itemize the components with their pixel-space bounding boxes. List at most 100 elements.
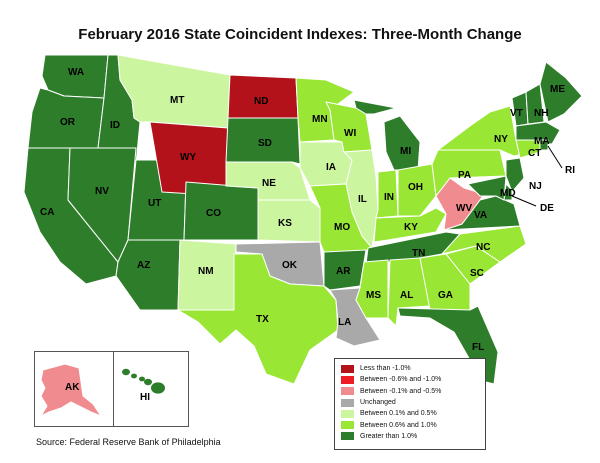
- state-MT: [117, 54, 231, 129]
- legend-swatch: [341, 421, 354, 430]
- label-CT: CT: [528, 148, 541, 159]
- state-CO: [183, 181, 261, 241]
- label-OH: OH: [408, 182, 423, 193]
- label-NM: NM: [198, 266, 214, 277]
- label-NV: NV: [95, 186, 109, 197]
- label-MN: MN: [312, 114, 328, 125]
- map-title: February 2016 State Coincident Indexes: …: [78, 26, 522, 43]
- legend-swatch: [341, 364, 354, 373]
- legend-item: Less than -1.0%: [341, 363, 479, 374]
- state-OH: [397, 163, 437, 217]
- state-AK: [39, 363, 103, 418]
- state-CT: [515, 139, 541, 159]
- state-GA: [419, 253, 471, 311]
- label-SC: SC: [470, 268, 484, 279]
- legend-label: Between -0.1% and -0.5%: [360, 387, 442, 395]
- label-NH: NH: [534, 108, 548, 119]
- label-IN: IN: [384, 192, 394, 203]
- label-GA: GA: [438, 290, 453, 301]
- label-MS: MS: [366, 290, 381, 301]
- legend-label: Greater than 1.0%: [360, 432, 418, 440]
- alaska-inset: AK: [34, 351, 114, 427]
- label-NE: NE: [262, 178, 276, 189]
- label-OK: OK: [282, 260, 298, 271]
- label-MD: MD: [500, 188, 516, 199]
- label-MT: MT: [170, 95, 184, 106]
- state-HI: [144, 378, 152, 386]
- label-DE: DE: [540, 203, 554, 214]
- label-ID: ID: [110, 120, 120, 131]
- label-VT: VT: [510, 108, 523, 119]
- state-IL: [343, 149, 379, 249]
- state-MD: [467, 175, 507, 201]
- label-CO: CO: [206, 208, 221, 219]
- label-NC: NC: [476, 242, 490, 253]
- label-AK: AK: [65, 382, 80, 393]
- leader-line: [511, 195, 537, 207]
- label-WA: WA: [68, 67, 84, 78]
- legend-swatch: [341, 409, 354, 418]
- state-WV: [435, 177, 485, 231]
- legend-item: Between -0.6% and -1.0%: [341, 374, 479, 385]
- state-SD: [225, 117, 301, 165]
- state-MS: [355, 259, 389, 319]
- label-HI: HI: [140, 392, 150, 403]
- legend-swatch: [341, 432, 354, 441]
- label-KS: KS: [278, 218, 292, 229]
- label-CA: CA: [40, 207, 54, 218]
- label-SD: SD: [258, 138, 272, 149]
- legend-swatch: [341, 375, 354, 384]
- source-note: Source: Federal Reserve Bank of Philadel…: [36, 437, 221, 447]
- label-TX: TX: [256, 314, 269, 325]
- legend-label: Unchanged: [360, 399, 396, 407]
- label-NY: NY: [494, 134, 508, 145]
- label-WV: WV: [456, 203, 472, 214]
- legend-item: Between 0.6% and 1.0%: [341, 419, 479, 430]
- state-NC: [441, 225, 527, 263]
- label-IA: IA: [326, 162, 336, 173]
- legend-swatch: [341, 387, 354, 396]
- state-HI: [122, 368, 130, 376]
- label-FL: FL: [472, 342, 484, 353]
- label-ND: ND: [254, 96, 268, 107]
- label-MA: MA: [534, 136, 550, 147]
- label-AR: AR: [336, 266, 351, 277]
- label-NJ: NJ: [529, 181, 542, 192]
- legend-item: Unchanged: [341, 397, 479, 408]
- legend-item: Between 0.1% and 0.5%: [341, 408, 479, 419]
- hawaii-inset-svg: HI: [122, 368, 165, 403]
- hawaii-inset: HI: [113, 351, 189, 427]
- label-TN: TN: [412, 248, 425, 259]
- legend-label: Between -0.6% and -1.0%: [360, 376, 442, 384]
- state-ME: [539, 61, 583, 123]
- state-HI: [131, 373, 137, 379]
- legend-swatch: [341, 398, 354, 407]
- label-WY: WY: [180, 152, 196, 163]
- label-WI: WI: [344, 128, 356, 139]
- legend-item: Between -0.1% and -0.5%: [341, 386, 479, 397]
- state-NJ: [505, 157, 525, 193]
- label-MO: MO: [334, 222, 350, 233]
- label-RI: RI: [565, 165, 575, 176]
- alaska-inset-svg: AK: [39, 363, 103, 418]
- state-MA: [515, 121, 561, 145]
- legend-item: Greater than 1.0%: [341, 431, 479, 442]
- legend-label: Less than -1.0%: [360, 365, 411, 373]
- legend-label: Between 0.1% and 0.5%: [360, 410, 437, 418]
- label-AL: AL: [400, 290, 413, 301]
- label-MI: MI: [400, 146, 411, 157]
- state-HI: [151, 382, 165, 394]
- label-UT: UT: [148, 198, 161, 209]
- label-KY: KY: [404, 222, 418, 233]
- label-VA: VA: [474, 210, 487, 221]
- label-IL: IL: [358, 194, 367, 205]
- label-OR: OR: [60, 117, 76, 128]
- state-KY: [373, 207, 447, 243]
- label-ME: ME: [550, 84, 565, 95]
- label-LA: LA: [338, 317, 351, 328]
- state-AR: [323, 249, 367, 291]
- state-TX: [177, 253, 339, 385]
- label-AZ: AZ: [137, 260, 150, 271]
- state-HI: [139, 376, 145, 382]
